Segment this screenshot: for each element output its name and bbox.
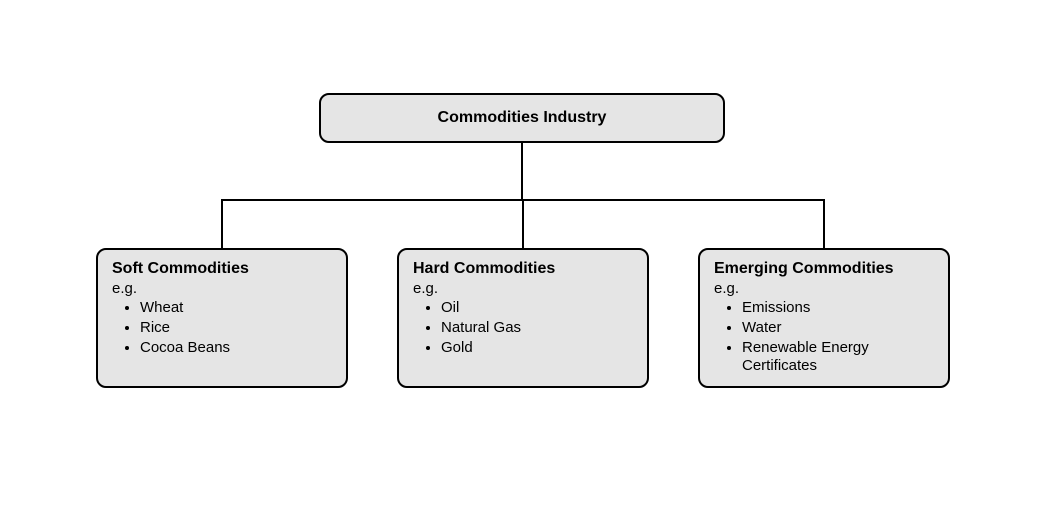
child-title: Hard Commodities xyxy=(413,260,633,278)
list-item: Oil xyxy=(441,299,633,318)
child-subtitle: e.g. xyxy=(413,280,633,297)
child-subtitle: e.g. xyxy=(714,280,934,297)
child-list: OilNatural Gas Gold xyxy=(441,299,633,357)
child-node: Emerging Commodities e.g. EmissionsWaterRe… xyxy=(698,248,950,388)
child-list: EmissionsWaterRenewable Energy Certifica… xyxy=(742,299,934,376)
diagram-canvas: Commodities Industry Soft Commodities e.g… xyxy=(0,0,1043,516)
child-list: WheatRiceCocoa Beans xyxy=(140,299,332,357)
child-subtitle: e.g. xyxy=(112,280,332,297)
list-item: Wheat xyxy=(140,299,332,318)
list-item: Rice xyxy=(140,319,332,338)
root-node: Commodities Industry xyxy=(319,93,725,143)
child-title: Emerging Commodities xyxy=(714,260,934,278)
list-item: Gold xyxy=(441,339,633,358)
list-item: Renewable Energy Certificates xyxy=(742,339,934,377)
list-item: Water xyxy=(742,319,934,338)
list-item: Cocoa Beans xyxy=(140,339,332,358)
child-title: Soft Commodities xyxy=(112,260,332,278)
list-item: Emissions xyxy=(742,299,934,318)
list-item: Natural Gas xyxy=(441,319,633,338)
child-node: Soft Commodities e.g. WheatRiceCocoa Beans xyxy=(96,248,348,388)
root-label: Commodities Industry xyxy=(438,109,607,127)
child-node: Hard Commodities e.g. OilNatural Gas Gold xyxy=(397,248,649,388)
